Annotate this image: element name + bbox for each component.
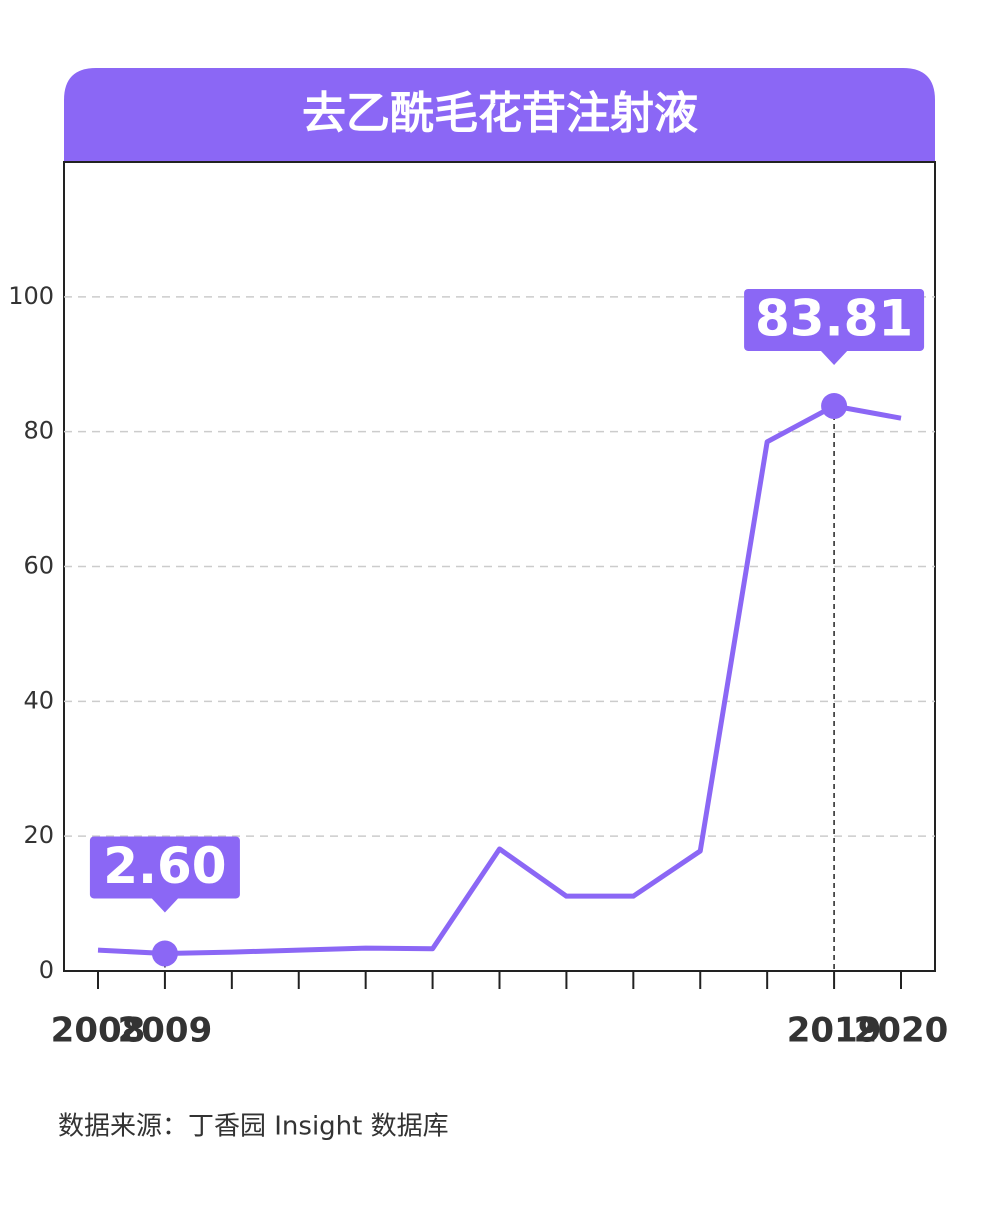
x-tick-label: 2008 bbox=[51, 1011, 146, 1051]
point bbox=[151, 940, 178, 967]
y-tick-label: 0 bbox=[39, 956, 54, 984]
x-tick-label: 2019 bbox=[787, 1011, 882, 1051]
y-tick-label: 40 bbox=[23, 686, 54, 714]
y-tick-label: 20 bbox=[23, 821, 54, 849]
callout-box bbox=[89, 836, 240, 899]
value-label: 83.81 bbox=[755, 289, 913, 347]
chart-title: 去乙酰毛花苷注射液 bbox=[302, 88, 698, 139]
x-tick-label: 2020 bbox=[854, 1011, 949, 1051]
callout-box bbox=[744, 288, 925, 351]
header-band bbox=[64, 68, 935, 162]
value-label: 2.60 bbox=[103, 837, 226, 895]
x-tick-label: 2009 bbox=[118, 1011, 213, 1051]
source-note: 数据来源：丁香园 Insight 数据库 bbox=[58, 1112, 449, 1142]
y-tick-label: 60 bbox=[23, 552, 54, 580]
y-tick-label: 100 bbox=[8, 282, 54, 310]
callout-pointer bbox=[150, 897, 179, 913]
series-line bbox=[97, 403, 902, 956]
y-tick-label: 80 bbox=[23, 417, 54, 445]
callout-pointer bbox=[820, 349, 849, 365]
point bbox=[821, 392, 848, 419]
